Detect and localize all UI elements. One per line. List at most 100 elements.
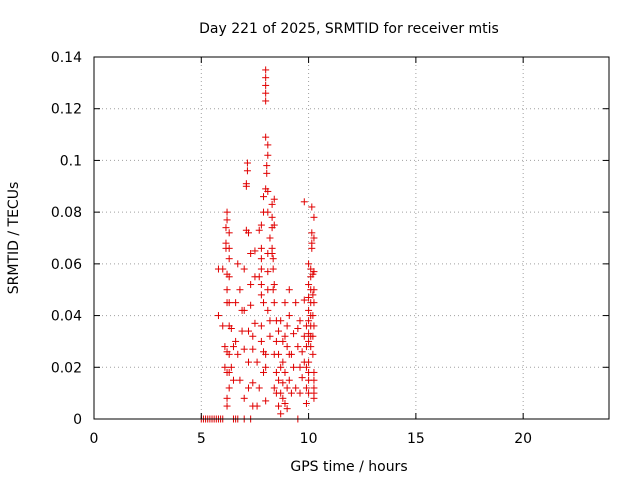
data-point	[247, 301, 255, 309]
data-point	[262, 81, 270, 89]
y-tick-label: 0	[73, 412, 82, 428]
data-point	[251, 247, 259, 255]
data-point	[236, 376, 244, 384]
data-point	[234, 260, 242, 268]
data-point	[275, 350, 283, 358]
y-tick-label: 0.06	[51, 257, 82, 273]
data-point	[310, 299, 318, 307]
data-point	[257, 337, 265, 345]
data-point	[302, 363, 310, 371]
data-point	[270, 221, 278, 229]
data-point	[285, 286, 293, 294]
data-point	[290, 330, 298, 338]
data-point	[281, 332, 289, 340]
y-tick-label: 0.08	[51, 205, 82, 221]
data-point	[240, 345, 248, 353]
data-point	[262, 363, 270, 371]
data-point	[287, 389, 295, 397]
data-point	[269, 255, 277, 263]
data-point	[268, 250, 276, 258]
data-point	[310, 268, 318, 276]
data-point	[310, 368, 318, 376]
data-point	[263, 169, 271, 177]
data-point	[305, 337, 313, 345]
x-tick-label: 15	[407, 431, 425, 447]
data-point	[264, 141, 272, 149]
data-point	[255, 226, 263, 234]
data-point	[223, 394, 231, 402]
data-point	[281, 368, 289, 376]
data-point	[305, 260, 313, 268]
data-point	[309, 350, 317, 358]
data-point	[300, 296, 308, 304]
data-point	[227, 325, 235, 332]
data-point	[222, 224, 230, 232]
data-point	[264, 306, 272, 314]
data-point	[264, 208, 272, 216]
data-point	[296, 363, 304, 371]
chart-title: Day 221 of 2025, SRMTID for receiver mti…	[199, 21, 499, 37]
data-point	[262, 89, 270, 97]
data-point	[221, 343, 229, 351]
data-point	[264, 268, 272, 276]
data-point	[277, 317, 285, 325]
data-point	[305, 293, 313, 301]
data-point	[298, 374, 306, 382]
data-point	[283, 343, 291, 351]
data-point	[294, 343, 302, 351]
data-point	[270, 299, 278, 307]
data-point	[225, 273, 233, 281]
data-point	[310, 394, 318, 402]
data-point	[234, 350, 242, 358]
data-point	[296, 317, 304, 325]
data-point	[242, 180, 250, 188]
x-tick-label: 0	[90, 431, 99, 447]
data-point	[266, 317, 274, 325]
data-point	[257, 322, 265, 330]
data-point	[240, 394, 248, 402]
data-point	[279, 394, 287, 402]
data-point	[262, 97, 270, 105]
data-point	[308, 203, 316, 211]
data-point	[222, 239, 230, 247]
data-point	[305, 306, 313, 314]
data-point	[245, 358, 252, 366]
data-point	[251, 319, 259, 327]
data-point	[310, 286, 318, 294]
data-point	[247, 250, 255, 258]
data-point	[270, 195, 278, 203]
data-point	[287, 350, 295, 358]
x-tick-label: 20	[514, 431, 532, 447]
data-point	[275, 402, 283, 410]
data-point	[292, 299, 300, 307]
data-point	[277, 363, 285, 371]
data-point	[257, 244, 265, 252]
data-point	[310, 376, 318, 384]
data-point	[305, 281, 313, 289]
data-point	[290, 363, 298, 371]
data-point	[307, 343, 315, 351]
data-point	[225, 350, 233, 358]
data-point	[223, 216, 231, 224]
data-point	[275, 327, 283, 335]
data-point	[298, 348, 306, 356]
data-point	[262, 397, 270, 405]
data-point	[257, 221, 265, 229]
data-point	[247, 281, 255, 289]
data-point	[219, 322, 227, 330]
data-point	[310, 213, 318, 221]
data-point	[225, 384, 233, 392]
data-point	[238, 327, 246, 335]
data-point	[223, 286, 231, 294]
data-point	[243, 159, 251, 167]
data-point	[229, 343, 237, 351]
data-point	[283, 322, 291, 330]
data-point	[245, 229, 252, 237]
data-point	[219, 265, 227, 273]
data-point	[279, 337, 287, 345]
data-point	[266, 332, 274, 340]
data-point	[232, 337, 240, 345]
y-tick-label: 0.14	[51, 50, 82, 66]
